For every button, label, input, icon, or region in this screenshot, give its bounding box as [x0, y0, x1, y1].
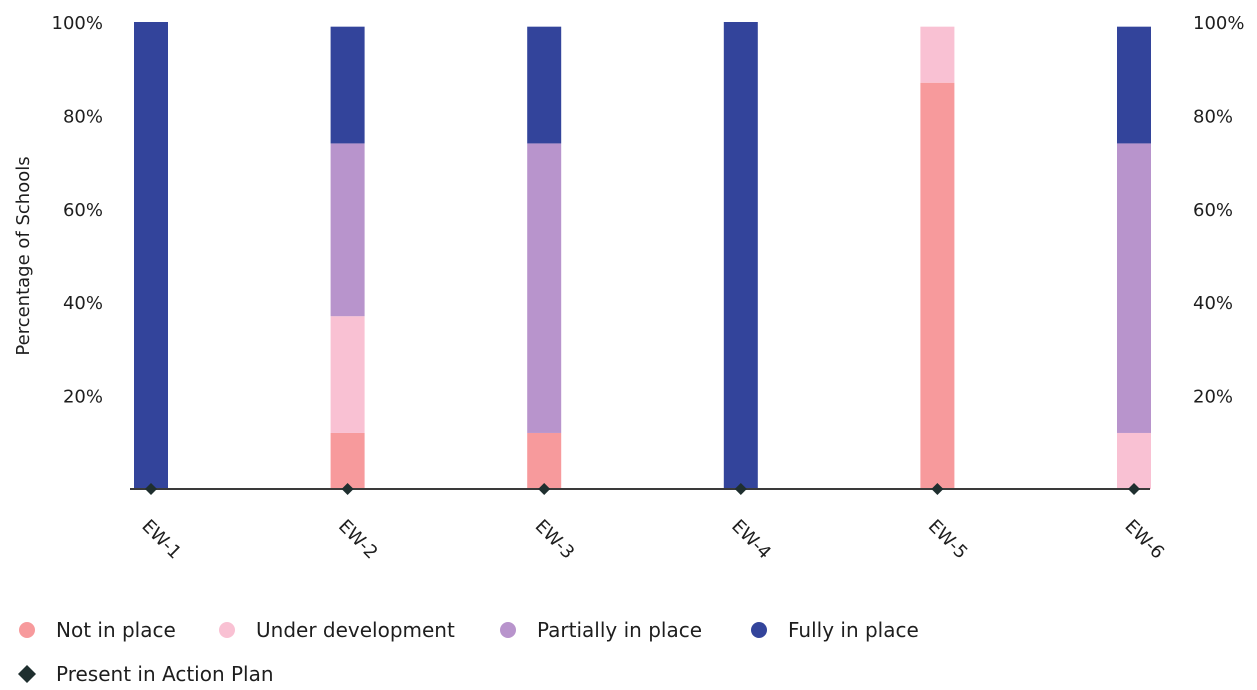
ytick-left-80: 80%	[63, 106, 103, 127]
bar-ew-2-partially-in-place	[330, 143, 365, 317]
bar-ew-2-under-development	[330, 316, 365, 433]
bar-ew-1-fully-in-place	[134, 22, 168, 489]
marker-ew-1	[145, 483, 157, 495]
legend-label-partially-in-place: Partially in place	[537, 618, 702, 642]
ytick-right-40: 40%	[1193, 293, 1233, 314]
y-axis-label: Percentage of Schools	[13, 156, 34, 355]
xtick-ew-4: EW-4	[727, 516, 775, 564]
xtick-ew-5: EW-5	[924, 516, 972, 564]
ytick-left-40: 40%	[63, 293, 103, 314]
bar-ew-4-fully-in-place	[723, 22, 758, 489]
xtick-ew-6: EW-6	[1120, 516, 1168, 564]
ytick-left-100: 100%	[52, 13, 103, 34]
xtick-ew-1: EW-1	[137, 516, 185, 564]
marker-ew-4	[734, 483, 747, 495]
legend-label-present-in-action-plan: Present in Action Plan	[56, 662, 274, 686]
bar-ew-2-fully-in-place	[330, 26, 365, 144]
ytick-right-100: 100%	[1193, 13, 1244, 34]
bar-ew-3-partially-in-place	[527, 143, 562, 433]
ytick-left-20: 20%	[63, 387, 103, 408]
bar-ew-6-under-development	[1117, 432, 1151, 489]
bar-ew-6-fully-in-place	[1117, 26, 1151, 144]
ytick-left-60: 60%	[63, 200, 103, 221]
bar-ew-2-not-in-place	[330, 432, 365, 489]
bar-ew-5-under-development	[920, 26, 955, 83]
legend-label-fully-in-place: Fully in place	[788, 618, 919, 642]
ytick-right-80: 80%	[1193, 106, 1233, 127]
legend-swatch-not-in-place	[19, 622, 35, 638]
ytick-right-20: 20%	[1193, 387, 1233, 408]
marker-ew-3	[538, 483, 551, 495]
marker-ew-6	[1128, 483, 1140, 495]
marker-ew-5	[931, 483, 944, 495]
legend-label-under-development: Under development	[256, 618, 455, 642]
bar-ew-3-not-in-place	[527, 432, 562, 489]
marker-ew-2	[341, 483, 354, 495]
xtick-ew-3: EW-3	[531, 516, 579, 564]
legend-swatch-present-in-action-plan	[18, 665, 36, 683]
ytick-right-60: 60%	[1193, 200, 1233, 221]
bar-ew-6-partially-in-place	[1117, 143, 1151, 433]
legend-swatch-partially-in-place	[500, 622, 516, 638]
legend-swatch-under-development	[219, 622, 235, 638]
bar-ew-3-fully-in-place	[527, 26, 562, 144]
bar-ew-5-not-in-place	[920, 82, 955, 490]
xtick-ew-2: EW-2	[334, 516, 382, 564]
legend-swatch-fully-in-place	[751, 622, 767, 638]
legend-label-not-in-place: Not in place	[56, 618, 176, 642]
